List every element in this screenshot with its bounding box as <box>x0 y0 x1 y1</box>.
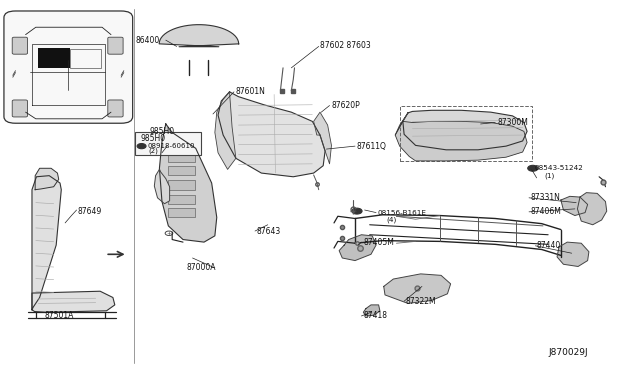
Text: 08156-B161E: 08156-B161E <box>378 209 426 216</box>
Text: J870029J: J870029J <box>548 349 588 357</box>
Text: 87322M: 87322M <box>405 297 436 306</box>
Polygon shape <box>395 121 527 161</box>
Polygon shape <box>32 176 61 310</box>
Polygon shape <box>557 242 589 266</box>
Text: 87643: 87643 <box>256 227 280 235</box>
Text: 87440: 87440 <box>537 241 561 250</box>
Text: 985H0: 985H0 <box>149 127 174 136</box>
FancyBboxPatch shape <box>108 37 123 54</box>
Polygon shape <box>384 274 451 304</box>
Text: 86400: 86400 <box>135 36 159 45</box>
Polygon shape <box>314 112 332 164</box>
Polygon shape <box>364 305 380 316</box>
Polygon shape <box>154 169 170 204</box>
Bar <box>168 180 195 190</box>
Bar <box>70 49 100 68</box>
Bar <box>168 195 195 205</box>
Bar <box>399 106 532 161</box>
Polygon shape <box>215 92 236 169</box>
Bar <box>38 48 70 68</box>
Bar <box>168 208 195 217</box>
Text: (4): (4) <box>387 217 397 223</box>
Text: N: N <box>140 144 144 149</box>
Text: 87620P: 87620P <box>332 101 360 110</box>
FancyBboxPatch shape <box>12 37 28 54</box>
Text: 87331N: 87331N <box>531 193 560 202</box>
Text: 87601N: 87601N <box>236 87 266 96</box>
Text: 985H0: 985H0 <box>140 134 165 143</box>
Circle shape <box>137 144 146 149</box>
Polygon shape <box>218 92 325 177</box>
FancyBboxPatch shape <box>4 11 132 123</box>
Text: 87602 87603: 87602 87603 <box>320 41 371 50</box>
Polygon shape <box>339 235 376 260</box>
Text: +: + <box>166 231 172 236</box>
FancyBboxPatch shape <box>134 132 201 155</box>
Text: 87300M: 87300M <box>497 118 528 127</box>
Polygon shape <box>577 193 607 225</box>
Text: 08543-51242: 08543-51242 <box>534 165 583 171</box>
Polygon shape <box>403 110 527 150</box>
Polygon shape <box>395 113 408 135</box>
Text: 87611Q: 87611Q <box>357 142 387 151</box>
Polygon shape <box>159 25 239 47</box>
Bar <box>168 154 195 162</box>
Text: 87418: 87418 <box>364 311 387 320</box>
Circle shape <box>352 208 362 214</box>
Text: (1): (1) <box>544 172 554 179</box>
Text: (2): (2) <box>148 147 158 154</box>
Text: 08918-60610: 08918-60610 <box>148 143 195 149</box>
FancyBboxPatch shape <box>108 100 123 117</box>
Text: S: S <box>531 166 535 171</box>
Polygon shape <box>561 196 588 215</box>
Text: 87405M: 87405M <box>364 238 394 247</box>
Text: 87501A: 87501A <box>45 311 74 320</box>
Text: 87406M: 87406M <box>531 207 561 217</box>
Text: 87000A: 87000A <box>186 263 216 272</box>
Polygon shape <box>35 168 59 190</box>
FancyBboxPatch shape <box>12 100 28 117</box>
Bar <box>168 166 195 175</box>
Polygon shape <box>32 291 115 312</box>
Polygon shape <box>159 124 217 242</box>
Text: B: B <box>355 209 359 214</box>
Circle shape <box>528 165 538 171</box>
Text: 87649: 87649 <box>78 207 102 217</box>
